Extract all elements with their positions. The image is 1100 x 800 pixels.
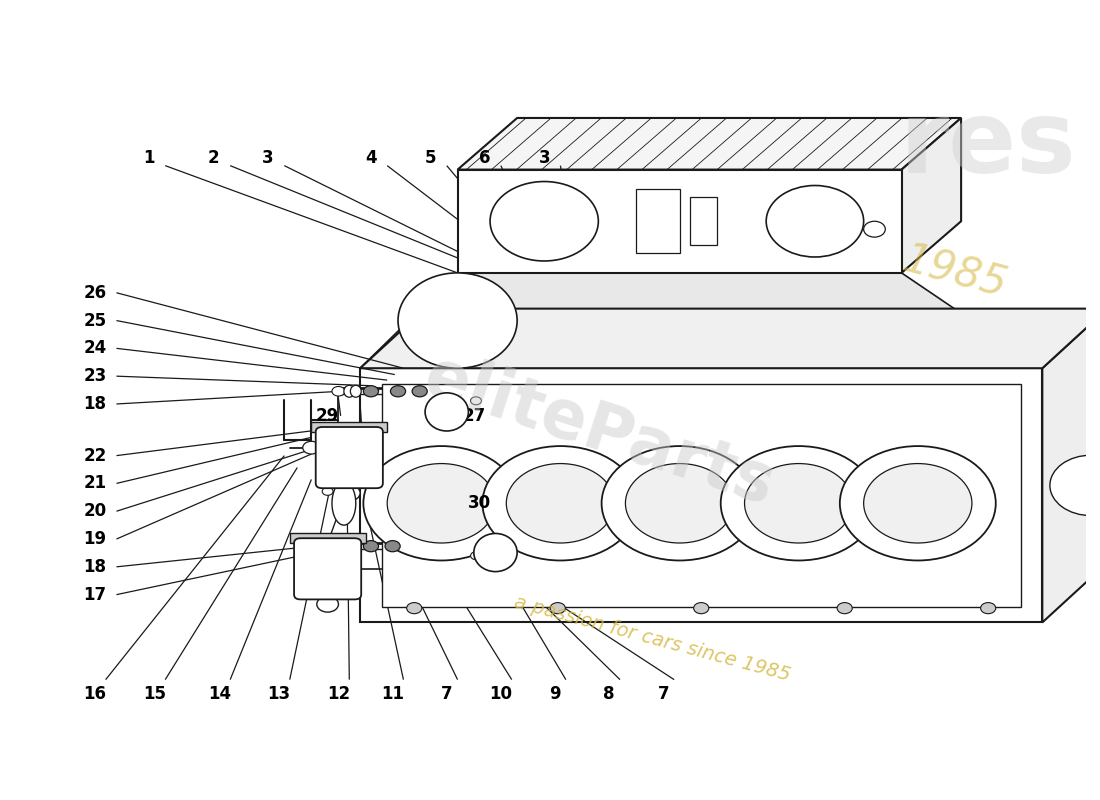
Text: 17: 17 [84, 586, 107, 604]
Text: 10: 10 [490, 685, 513, 703]
Text: 24: 24 [84, 339, 107, 358]
Text: 25: 25 [84, 311, 107, 330]
Polygon shape [458, 118, 961, 170]
Circle shape [363, 446, 519, 561]
Circle shape [483, 446, 638, 561]
Circle shape [471, 552, 482, 560]
Circle shape [302, 442, 320, 454]
Text: 9: 9 [549, 685, 561, 703]
Circle shape [626, 463, 734, 543]
Text: 3: 3 [262, 149, 274, 166]
Circle shape [332, 386, 345, 396]
Ellipse shape [491, 182, 598, 261]
Ellipse shape [767, 186, 864, 257]
Ellipse shape [333, 540, 344, 552]
Circle shape [342, 541, 356, 552]
Circle shape [839, 446, 996, 561]
Circle shape [390, 386, 406, 397]
Circle shape [837, 602, 852, 614]
Text: 28: 28 [338, 426, 361, 445]
Text: 1: 1 [143, 149, 155, 166]
Circle shape [720, 446, 877, 561]
Text: 16: 16 [84, 685, 107, 703]
Circle shape [1049, 455, 1100, 515]
Circle shape [407, 602, 421, 614]
Bar [382, 384, 1021, 606]
Circle shape [745, 463, 852, 543]
Text: 18: 18 [84, 558, 107, 576]
Circle shape [319, 542, 330, 550]
Ellipse shape [351, 386, 361, 398]
Text: eliteParts: eliteParts [415, 344, 782, 519]
Text: 6: 6 [478, 149, 491, 166]
FancyBboxPatch shape [294, 538, 361, 599]
Circle shape [694, 602, 708, 614]
Text: 7: 7 [658, 685, 669, 703]
Polygon shape [1043, 309, 1100, 622]
Text: 4: 4 [365, 149, 377, 166]
Text: 20: 20 [84, 502, 107, 520]
Circle shape [317, 596, 339, 612]
Text: 8: 8 [604, 685, 615, 703]
Text: 19: 19 [84, 530, 107, 548]
Circle shape [602, 446, 758, 561]
Text: 11: 11 [381, 685, 404, 703]
Text: res: res [900, 98, 1077, 194]
Text: 3: 3 [538, 149, 550, 166]
Ellipse shape [328, 540, 339, 552]
Polygon shape [360, 368, 1043, 622]
Text: 30: 30 [468, 494, 491, 512]
Ellipse shape [332, 482, 355, 525]
Text: 5: 5 [425, 149, 437, 166]
Circle shape [363, 541, 378, 552]
Text: 26: 26 [84, 284, 107, 302]
Polygon shape [902, 118, 961, 273]
Text: 29: 29 [316, 407, 339, 425]
Text: 27: 27 [462, 407, 485, 425]
Circle shape [339, 485, 360, 501]
Text: 1985: 1985 [899, 239, 1012, 307]
Circle shape [980, 602, 996, 614]
Circle shape [864, 222, 886, 237]
Bar [636, 190, 680, 253]
Bar [458, 170, 902, 273]
Circle shape [412, 386, 427, 397]
Bar [289, 534, 365, 543]
Text: 21: 21 [84, 474, 107, 493]
Bar [691, 198, 717, 245]
Circle shape [332, 443, 345, 453]
Text: 13: 13 [267, 685, 290, 703]
Text: 12: 12 [327, 685, 350, 703]
Text: 23: 23 [84, 367, 107, 385]
Ellipse shape [474, 534, 517, 571]
Text: 2: 2 [208, 149, 220, 166]
Circle shape [506, 463, 615, 543]
FancyBboxPatch shape [316, 427, 383, 488]
Ellipse shape [344, 386, 354, 398]
Circle shape [322, 487, 333, 495]
Text: 14: 14 [208, 685, 231, 703]
Ellipse shape [398, 273, 517, 368]
Circle shape [363, 386, 378, 397]
Polygon shape [360, 309, 1100, 368]
Circle shape [471, 397, 482, 405]
Bar [311, 422, 387, 432]
Text: 22: 22 [84, 446, 107, 465]
Ellipse shape [425, 393, 469, 431]
Text: a passion for cars since 1985: a passion for cars since 1985 [513, 592, 793, 685]
Circle shape [864, 463, 972, 543]
Circle shape [387, 463, 495, 543]
Text: 15: 15 [143, 685, 166, 703]
Polygon shape [360, 273, 1043, 368]
Text: 18: 18 [84, 395, 107, 413]
Circle shape [385, 541, 400, 552]
Circle shape [550, 602, 565, 614]
Text: 7: 7 [441, 685, 452, 703]
